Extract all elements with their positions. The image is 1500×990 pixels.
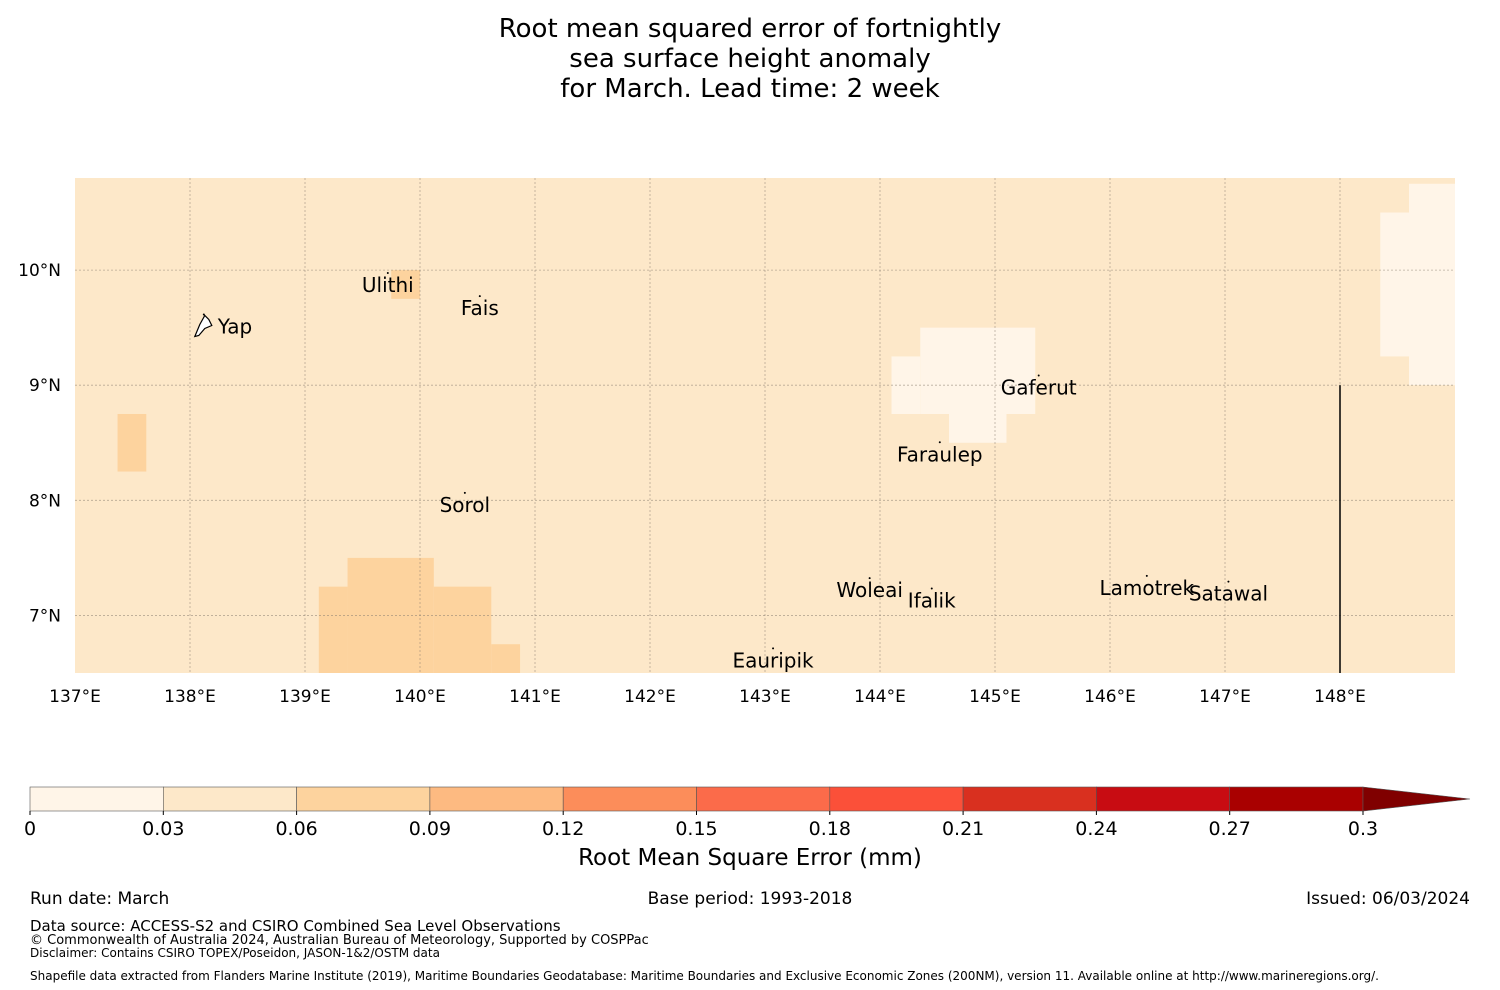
colorbar-tick-label: 0.21 [942,818,984,840]
lat-tick-label: 7°N [29,606,61,626]
place-label: Sorol [440,493,491,517]
run-date: Run date: March [30,889,170,909]
lon-tick-label: 145°E [969,687,1021,707]
place-label: Eauripik [732,648,814,672]
colorbar-segment [429,786,564,812]
lon-tick-label: 137°E [49,687,101,707]
lon-tick-label: 147°E [1199,687,1251,707]
lon-tick-label: 138°E [164,687,216,707]
lon-tick-label: 142°E [624,687,676,707]
colorbar-segment [696,786,831,812]
island-dot [1145,574,1148,577]
colorbar-tick-label: 0.27 [1209,818,1251,840]
island-dot [868,577,871,580]
colorbar-tick-label: 0.15 [675,818,717,840]
colorbar-segment [1229,786,1364,812]
yap-island-outline [193,314,213,338]
island-dot [1037,374,1040,377]
place-label: Fais [461,296,499,320]
chart-title: Root mean squared error of fortnightly s… [0,14,1500,104]
rmse-cell-low [1409,183,1455,386]
lon-tick-label: 140°E [394,687,446,707]
data-source: Data source: ACCESS-S2 and CSIRO Combine… [30,917,561,935]
colorbar-segment [29,786,164,812]
issued-date: Issued: 06/03/2024 [1306,889,1470,909]
lat-tick-label: 9°N [29,376,61,396]
colorbar-segment [829,786,964,812]
lon-tick-label: 141°E [509,687,561,707]
island-dot [930,587,933,590]
title-line-1: Root mean squared error of fortnightly [498,14,1002,44]
colorbar-tick-label: 0.09 [409,818,451,840]
title-line-2: sea surface height anomaly [569,44,931,74]
rmse-cell-high [391,270,420,299]
colorbar-segment [1096,786,1231,812]
island-dot [202,313,205,316]
colorbar-segment [562,786,697,812]
island-dot [463,491,466,494]
colorbar-extend-arrow [1362,786,1471,812]
island-dot [478,295,481,298]
place-label: Satawal [1189,582,1268,606]
lat-tick-label: 10°N [18,261,61,281]
place-label: Lamotrek [1099,576,1194,600]
island-dot [772,647,775,650]
colorbar-tick-label: 0 [24,818,36,840]
lon-tick-label: 146°E [1084,687,1136,707]
colorbar-tick-label: 0.18 [809,818,851,840]
place-label: Ulithi [362,273,414,297]
rmse-cell-low [949,413,1007,443]
colorbar-tick-label: 0.12 [542,818,584,840]
lon-tick-label: 148°E [1314,687,1366,707]
place-label: Yap [217,315,252,339]
colorbar-tick-label: 0.3 [1348,818,1378,840]
lon-tick-label: 143°E [739,687,791,707]
colorbar-tick-label: 0.24 [1075,818,1117,840]
title-line-3: for March. Lead time: 2 week [560,74,940,104]
rmse-cell-high [433,586,492,673]
lat-tick-label: 8°N [29,491,61,511]
disclaimer: Disclaimer: Contains CSIRO TOPEX/Poseido… [30,946,440,960]
colorbar: 0 0.03 0.06 0.09 0.12 0.15 0.18 0.21 0.24 0.27 0.3 [24,786,1471,840]
map-panel: 137°E 138°E 139°E 140°E 141°E 142°E 143°E 144°E… [18,178,1455,707]
rmse-cell-high [117,413,147,472]
copyright: © Commonwealth of Australia 2024, Austra… [30,933,649,948]
place-label: Faraulep [897,442,983,466]
colorbar-segment [962,786,1097,812]
place-label: Woleai [836,578,903,602]
lon-tick-label: 144°E [854,687,906,707]
island-dot [938,441,941,444]
place-label: Ifalik [908,588,956,612]
island-dot [386,272,389,275]
place-label: Gaferut [1001,376,1077,400]
colorbar-segment [296,786,431,812]
lon-tick-label: 139°E [279,687,331,707]
base-period: Base period: 1993-2018 [647,889,853,909]
rmse-cell-low [1380,212,1409,357]
colorbar-tick-label: 0.06 [275,818,317,840]
shapefile-credit: Shapefile data extracted from Flanders M… [30,969,1379,983]
colorbar-tick-label: 0.03 [142,818,184,840]
rmse-cell-high [318,586,348,673]
colorbar-segment [163,786,297,812]
rmse-cell-low [920,327,1036,414]
colorbar-label: Root Mean Square Error (mm) [578,845,922,871]
rmse-cell-high [491,644,521,673]
island-dot [1227,580,1230,583]
